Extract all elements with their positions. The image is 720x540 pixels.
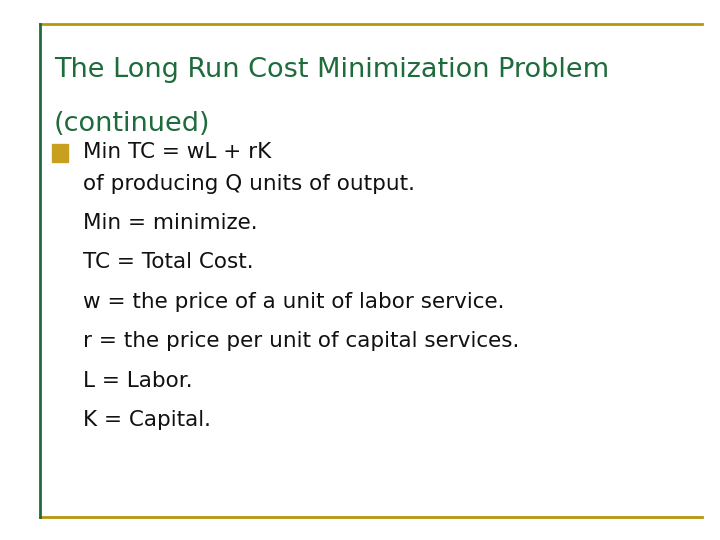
- Text: of producing Q units of output.: of producing Q units of output.: [83, 173, 415, 194]
- Text: Min = minimize.: Min = minimize.: [83, 213, 258, 233]
- Text: Min TC = wL + rK: Min TC = wL + rK: [83, 142, 271, 163]
- Bar: [52, 144, 68, 162]
- Text: L = Labor.: L = Labor.: [83, 370, 192, 391]
- Text: w = the price of a unit of labor service.: w = the price of a unit of labor service…: [83, 292, 504, 312]
- Text: The Long Run Cost Minimization Problem: The Long Run Cost Minimization Problem: [54, 57, 609, 83]
- Text: r = the price per unit of capital services.: r = the price per unit of capital servic…: [83, 331, 519, 352]
- Text: (continued): (continued): [54, 111, 210, 137]
- Text: TC = Total Cost.: TC = Total Cost.: [83, 252, 253, 273]
- Text: K = Capital.: K = Capital.: [83, 410, 211, 430]
